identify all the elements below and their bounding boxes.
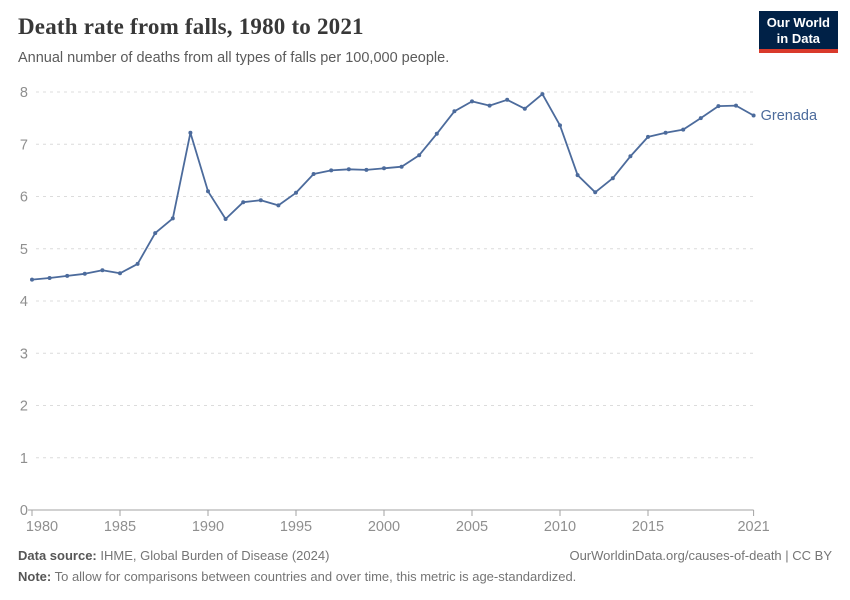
data-point-1982[interactable]	[65, 273, 70, 278]
chart-footer: Data source: IHME, Global Burden of Dise…	[0, 542, 850, 600]
data-point-1997[interactable]	[329, 168, 334, 173]
data-point-2008[interactable]	[522, 106, 527, 111]
data-point-1992[interactable]	[241, 200, 246, 205]
data-point-2007[interactable]	[505, 97, 510, 102]
data-point-1984[interactable]	[100, 268, 105, 273]
data-point-2021[interactable]	[751, 113, 756, 118]
data-point-1985[interactable]	[118, 271, 122, 276]
x-tick-label-2010: 2010	[544, 519, 576, 535]
y-tick-label-7: 7	[20, 137, 28, 153]
data-point-1994[interactable]	[276, 203, 281, 208]
data-point-1996[interactable]	[311, 172, 316, 176]
data-point-1999[interactable]	[364, 167, 369, 172]
note-text: To allow for comparisons between countri…	[51, 569, 577, 584]
series-end-label[interactable]: Grenada	[761, 108, 818, 124]
chart-subtitle: Annual number of deaths from all types o…	[18, 50, 450, 66]
owid-logo-line2: in Data	[776, 30, 821, 46]
data-point-1993[interactable]	[258, 198, 263, 203]
data-point-1991[interactable]	[223, 217, 228, 221]
data-point-2020[interactable]	[734, 103, 738, 108]
data-point-2003[interactable]	[434, 131, 439, 136]
x-tick-label-2015: 2015	[632, 519, 664, 535]
x-tick-label-2021: 2021	[737, 519, 769, 535]
data-point-2012[interactable]	[593, 190, 598, 195]
y-tick-label-0: 0	[20, 503, 28, 519]
data-point-2005[interactable]	[470, 99, 474, 104]
x-tick-label-2000: 2000	[368, 519, 400, 535]
data-point-1987[interactable]	[153, 231, 158, 236]
data-point-2019[interactable]	[716, 104, 721, 109]
owid-logo-line1: Our World	[766, 15, 830, 30]
y-tick-label-1: 1	[20, 451, 28, 467]
data-source-line: Data source: IHME, Global Burden of Dise…	[18, 548, 329, 563]
y-tick-label-5: 5	[20, 242, 28, 258]
data-point-2000[interactable]	[382, 166, 386, 171]
data-point-2014[interactable]	[628, 154, 633, 159]
data-point-2009[interactable]	[540, 92, 545, 97]
note-line: Note: To allow for comparisons between c…	[18, 569, 576, 584]
x-tick-label-1985: 1985	[104, 519, 136, 535]
x-tick-label-1995: 1995	[280, 519, 312, 535]
data-line-grenada[interactable]	[31, 93, 755, 281]
data-point-2010[interactable]	[558, 123, 562, 128]
data-point-2002[interactable]	[417, 153, 422, 158]
data-point-2011[interactable]	[575, 173, 580, 178]
y-tick-label-6: 6	[20, 190, 28, 206]
page-title: Death rate from falls, 1980 to 2021	[18, 14, 364, 39]
data-point-1983[interactable]	[82, 271, 87, 276]
data-point-2016[interactable]	[663, 130, 668, 135]
y-tick-label-4: 4	[20, 294, 28, 310]
data-point-2015[interactable]	[646, 134, 650, 139]
data-point-2004[interactable]	[452, 109, 457, 114]
data-point-2018[interactable]	[698, 116, 703, 121]
data-point-2017[interactable]	[681, 127, 686, 132]
note-label: Note:	[18, 569, 52, 584]
data-point-2006[interactable]	[487, 103, 492, 108]
data-point-1989[interactable]	[188, 130, 193, 135]
data-source-text: IHME, Global Burden of Disease (2024)	[96, 548, 330, 563]
y-tick-label-3: 3	[20, 346, 28, 362]
data-point-2001[interactable]	[399, 164, 404, 169]
y-tick-label-8: 8	[20, 85, 28, 101]
data-source-label: Data source:	[18, 548, 97, 563]
data-point-1986[interactable]	[135, 261, 140, 266]
data-point-1990[interactable]	[206, 189, 210, 194]
x-tick-label-2005: 2005	[456, 519, 488, 535]
y-tick-label-2: 2	[20, 399, 28, 415]
owid-logo[interactable]: Our World in Data	[758, 11, 838, 53]
data-point-1981[interactable]	[47, 276, 52, 280]
owid-url-link[interactable]: OurWorldinData.org/causes-of-death | CC …	[569, 548, 832, 563]
x-tick-label-1990: 1990	[192, 519, 224, 535]
data-point-1995[interactable]	[294, 190, 298, 195]
data-point-1998[interactable]	[346, 167, 351, 172]
data-point-1980[interactable]	[30, 277, 34, 282]
x-tick-label-1980: 1980	[26, 519, 58, 535]
data-point-2013[interactable]	[610, 176, 615, 181]
data-point-1988[interactable]	[170, 216, 175, 221]
